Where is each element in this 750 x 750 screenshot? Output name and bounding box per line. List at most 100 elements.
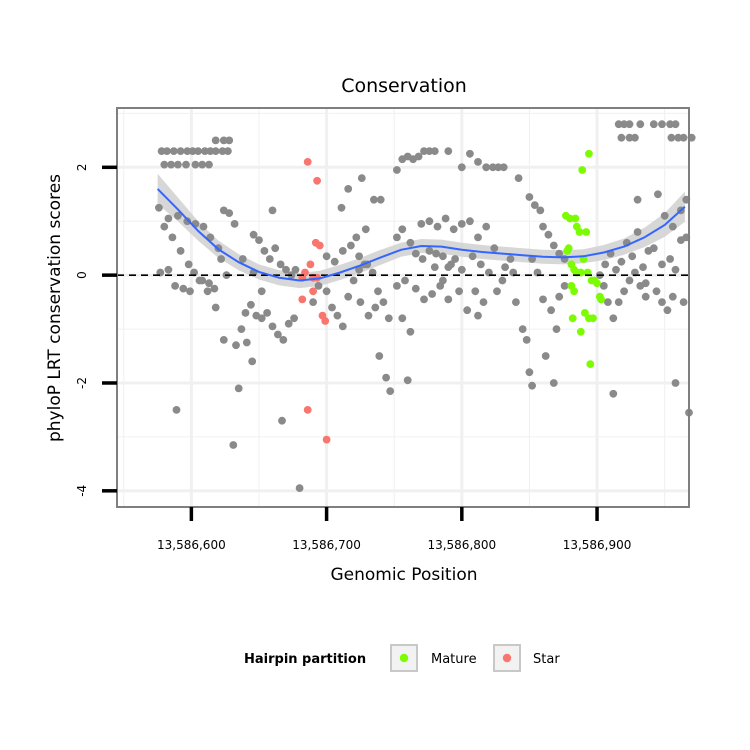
point-other	[601, 260, 610, 269]
point-other	[671, 120, 680, 129]
point-other	[444, 295, 453, 304]
point-other	[544, 230, 553, 239]
point-other	[211, 136, 220, 145]
point-other	[356, 298, 365, 306]
point-other	[666, 120, 674, 129]
point-other	[182, 160, 190, 169]
point-other	[501, 263, 509, 271]
smooth-line-layer	[117, 188, 689, 282]
point-other	[255, 236, 263, 245]
point-other	[174, 211, 182, 220]
x-tick-label: 13,586,700	[292, 538, 361, 552]
point-other	[668, 222, 677, 231]
point-other	[257, 314, 266, 323]
point-other	[199, 222, 208, 231]
point-other	[444, 147, 453, 156]
point-mature	[578, 166, 587, 174]
point-other	[186, 287, 194, 296]
point-mature	[585, 149, 593, 158]
point-other	[599, 282, 608, 290]
point-other	[641, 292, 650, 301]
plot-border	[116, 107, 690, 508]
point-other	[291, 265, 300, 274]
point-mature	[593, 279, 601, 288]
point-other	[406, 238, 415, 247]
point-mature	[566, 214, 574, 223]
point-other	[257, 287, 266, 296]
point-other	[512, 298, 520, 306]
point-other	[219, 336, 228, 344]
point-other	[663, 306, 672, 315]
point-other	[386, 387, 395, 395]
point-other	[232, 341, 240, 350]
point-other	[679, 298, 688, 306]
point-other	[479, 298, 488, 306]
point-other	[279, 336, 288, 344]
point-other	[476, 260, 485, 269]
point-other	[674, 133, 683, 142]
point-other	[658, 298, 666, 306]
point-other	[457, 265, 466, 274]
y-axis-label: phyloP LRT conservation scores	[45, 174, 65, 442]
point-other	[428, 290, 436, 298]
point-other	[164, 214, 173, 223]
point-other	[265, 255, 274, 263]
plot-grid	[117, 108, 689, 507]
point-other	[295, 484, 304, 492]
point-other	[549, 241, 558, 250]
point-other	[352, 233, 361, 242]
legend-title: Hairpin partition	[244, 652, 366, 667]
point-other	[612, 265, 620, 274]
point-other	[206, 147, 215, 156]
point-other	[471, 287, 480, 296]
point-other	[282, 265, 290, 274]
point-other	[364, 311, 373, 320]
point-other	[168, 233, 177, 242]
point-other	[249, 230, 258, 239]
point-other	[338, 247, 347, 255]
point-other	[555, 249, 564, 258]
point-other	[420, 295, 428, 304]
point-other	[171, 282, 180, 290]
point-other	[455, 287, 463, 296]
point-other	[474, 158, 482, 166]
point-other	[237, 325, 246, 333]
point-other	[314, 282, 323, 290]
point-other	[274, 330, 282, 339]
legend-label-mature: Mature	[431, 652, 477, 667]
point-other	[201, 147, 209, 156]
point-other	[555, 292, 564, 301]
point-mature	[589, 314, 597, 323]
point-other	[157, 147, 166, 156]
point-other	[393, 233, 401, 242]
smooth-fit-line	[156, 188, 686, 282]
y-tick-label: 0	[75, 271, 89, 279]
point-other	[499, 163, 508, 172]
point-other	[242, 338, 251, 347]
point-other	[633, 195, 642, 204]
legend: Hairpin partition Mature Star	[244, 644, 560, 672]
point-other	[398, 314, 407, 323]
point-other	[176, 147, 185, 156]
point-other	[417, 220, 426, 228]
point-other	[649, 120, 658, 129]
point-other	[439, 276, 447, 285]
point-other	[474, 233, 482, 242]
point-other	[176, 247, 185, 255]
point-other	[636, 120, 645, 129]
point-other	[525, 368, 534, 377]
point-other	[355, 252, 363, 261]
point-other	[506, 255, 515, 263]
point-mature	[570, 287, 578, 296]
point-other	[451, 255, 459, 263]
point-other	[418, 255, 427, 263]
y-tick-label: -2	[75, 377, 89, 389]
point-other	[449, 225, 458, 234]
point-star	[298, 295, 307, 304]
point-other	[482, 222, 491, 231]
point-other	[357, 174, 366, 183]
point-other	[238, 255, 247, 263]
point-other	[349, 276, 358, 285]
point-other	[425, 147, 434, 156]
x-tick-label: 13,586,900	[563, 538, 632, 552]
